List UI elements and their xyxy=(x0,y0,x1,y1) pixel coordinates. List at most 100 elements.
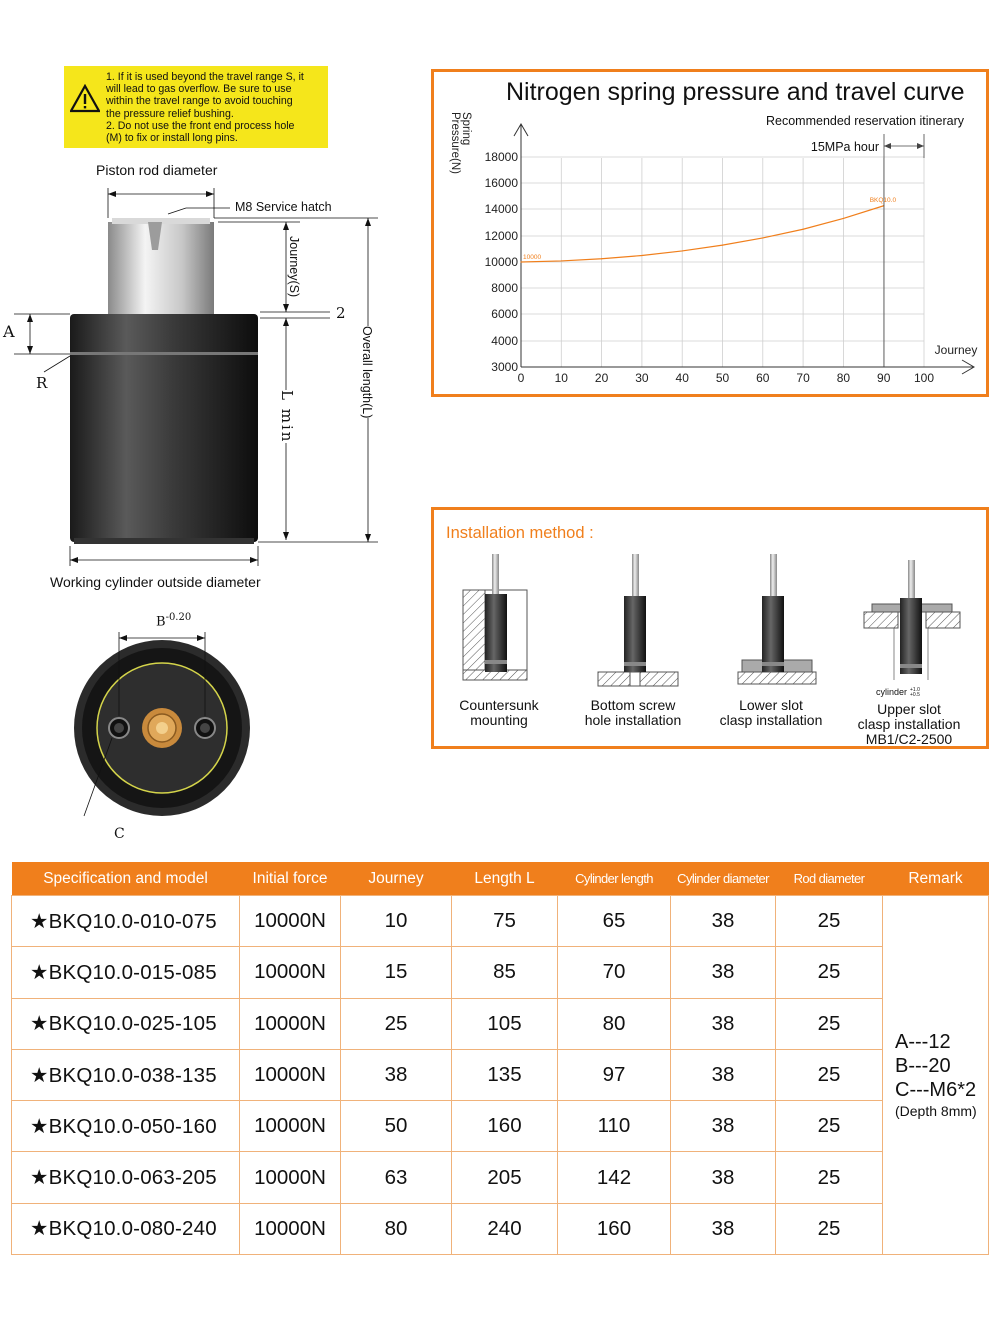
annotation-15mpa: 15MPa hour xyxy=(811,140,879,154)
cell-force: 10000N xyxy=(239,997,341,1050)
install-bottom-screw: Bottom screw hole installation xyxy=(568,550,698,750)
x-tick-label: 100 xyxy=(914,371,934,385)
cell-journey: 10 xyxy=(340,894,452,948)
cell-cylinder-length: 160 xyxy=(557,1202,671,1256)
series-point xyxy=(802,228,804,230)
table-row: ★BKQ10.0-050-160 10000N 50 160 110 38 25 xyxy=(11,1100,989,1153)
cell-force: 10000N xyxy=(239,1151,341,1204)
gap-2-label: 2 xyxy=(336,304,346,322)
cell-cylinder-length: 110 xyxy=(557,1100,671,1153)
header-initial-force: Initial force xyxy=(239,862,341,896)
cell-force: 10000N xyxy=(239,894,341,948)
series-line xyxy=(520,205,884,263)
spring-side-drawing xyxy=(14,188,378,817)
chart-title: Nitrogen spring pressure and travel curv… xyxy=(506,78,965,106)
y-axis-label: SpringPressure(N) xyxy=(449,112,472,174)
cell-journey: 25 xyxy=(340,997,452,1050)
series-start-label: 10000 xyxy=(523,254,541,261)
y-tick-label: 10000 xyxy=(485,255,519,269)
cell-model: ★BKQ10.0-038-135 xyxy=(11,1048,240,1102)
cell-model: ★BKQ10.0-063-205 xyxy=(11,1151,240,1204)
pressure-travel-chart: Nitrogen spring pressure and travel curv… xyxy=(431,69,989,397)
table-row: ★BKQ10.0-015-085 10000N 15 85 70 38 25 xyxy=(11,946,989,999)
install-caption-upper-slot: Upper slot clasp installation MB1/C2-250… xyxy=(857,701,961,747)
series-point xyxy=(641,254,643,257)
series-point xyxy=(721,244,724,246)
y-tick-label: 14000 xyxy=(485,202,519,216)
cell-rod-diameter: 25 xyxy=(775,1151,883,1204)
cell-rod-diameter: 25 xyxy=(775,1202,883,1256)
y-tick-label: 18000 xyxy=(485,150,519,164)
x-tick-label: 10 xyxy=(555,371,569,385)
cell-force: 10000N xyxy=(239,1202,341,1256)
header-length: Length L xyxy=(451,862,558,896)
cell-cylinder-diameter: 38 xyxy=(670,1100,776,1153)
cell-force: 10000N xyxy=(239,946,341,999)
cell-force: 10000N xyxy=(239,1048,341,1102)
cell-cylinder-length: 97 xyxy=(557,1048,671,1102)
journey-s-label: Journey(S) xyxy=(287,236,301,298)
table-row: ★BKQ10.0-063-205 10000N 63 205 142 38 25 xyxy=(11,1151,989,1204)
series-point xyxy=(762,237,764,239)
dim-b-label: B-0.20 xyxy=(156,612,192,630)
x-tick-label: 60 xyxy=(756,371,770,385)
header-journey: Journey xyxy=(340,862,452,896)
x-tick-label: 0 xyxy=(518,371,525,385)
install-caption-countersunk: Countersunk mounting xyxy=(459,697,539,728)
header-remark: Remark xyxy=(882,862,989,896)
cell-length: 75 xyxy=(451,894,558,948)
cell-model: ★BKQ10.0-050-160 xyxy=(11,1100,240,1153)
cell-cylinder-diameter: 38 xyxy=(670,894,776,948)
cell-model: ★BKQ10.0-080-240 xyxy=(11,1202,240,1256)
cell-cylinder-diameter: 38 xyxy=(670,997,776,1050)
upper-slot-illustration xyxy=(863,560,961,680)
countersunk-illustration xyxy=(462,554,528,681)
series-point xyxy=(520,261,522,263)
header-rod-diameter: Rod diameter xyxy=(775,862,883,896)
cell-remark: A---12 B---20 C---M6*2 (Depth 8mm) xyxy=(882,894,989,1256)
x-tick-label: 80 xyxy=(837,371,851,385)
table-row: ★BKQ10.0-038-135 10000N 38 135 97 38 25 xyxy=(11,1048,989,1102)
service-hatch-label: M8 Service hatch xyxy=(235,200,332,214)
cell-rod-diameter: 25 xyxy=(775,894,883,948)
cell-cylinder-diameter: 38 xyxy=(670,946,776,999)
series-name-label: BKQ10.0 xyxy=(870,197,897,204)
cell-length: 160 xyxy=(451,1100,558,1153)
cell-cylinder-length: 142 xyxy=(557,1151,671,1204)
cell-model: ★BKQ10.0-010-075 xyxy=(11,894,240,948)
table-header-row: Specification and model Initial force Jo… xyxy=(11,862,989,896)
cell-length: 240 xyxy=(451,1202,558,1256)
series-point xyxy=(601,258,603,260)
reservation-arrow-right xyxy=(917,143,924,149)
y-tick-label: 16000 xyxy=(485,176,519,190)
x-tick-label: 40 xyxy=(676,371,690,385)
cell-journey: 63 xyxy=(340,1151,452,1204)
warning-triangle-icon xyxy=(70,84,100,113)
x-tick-label: 20 xyxy=(595,371,609,385)
install-countersunk: Countersunk mounting xyxy=(434,550,564,750)
header-cylinder-diameter: Cylinder diameter xyxy=(670,862,776,896)
remark-b: B---20 xyxy=(895,1055,951,1078)
installation-title: Installation method : xyxy=(446,524,594,542)
y-tick-label: 3000 xyxy=(491,360,518,374)
cell-length: 105 xyxy=(451,997,558,1050)
x-axis-arrow xyxy=(961,359,975,375)
overall-length-label: Overall length(L) xyxy=(360,326,374,419)
cell-length: 135 xyxy=(451,1048,558,1102)
y-tick-label: 6000 xyxy=(491,307,518,321)
cell-journey: 80 xyxy=(340,1202,452,1256)
y-tick-label: 12000 xyxy=(485,229,519,243)
l-min-label: L min xyxy=(278,390,296,444)
x-tick-label: 90 xyxy=(877,371,891,385)
cell-rod-diameter: 25 xyxy=(775,1100,883,1153)
y-tick-label: 4000 xyxy=(491,334,518,348)
cell-cylinder-diameter: 38 xyxy=(670,1202,776,1256)
series-point xyxy=(560,260,562,262)
dim-c-label: C xyxy=(114,826,125,842)
install-upper-slot: cylinder +1.0 +0.5 Upper slot clasp instal… xyxy=(844,550,974,750)
cell-rod-diameter: 25 xyxy=(775,997,883,1050)
x-axis-label: Journey xyxy=(935,343,978,357)
lower-slot-illustration xyxy=(737,554,817,685)
cell-rod-diameter: 25 xyxy=(775,946,883,999)
installation-method-panel: Installation method : Countersunk mounti… xyxy=(431,507,989,749)
